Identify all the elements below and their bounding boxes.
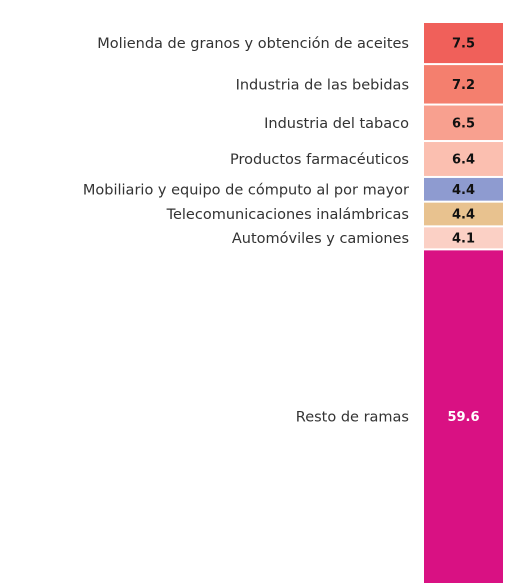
value-label: 4.4 <box>452 183 475 198</box>
value-label: 6.4 <box>452 152 475 167</box>
bar-segment <box>424 202 503 226</box>
bar-segment <box>424 23 503 64</box>
category-label: Molienda de granos y obtención de aceite… <box>97 36 409 52</box>
category-label: Industria del tabaco <box>264 116 409 132</box>
category-label: Automóviles y camiones <box>232 231 409 247</box>
value-label: 7.2 <box>452 78 475 93</box>
bar-segment <box>424 142 503 176</box>
value-label: 59.6 <box>447 410 479 425</box>
bar-segment <box>424 105 503 141</box>
value-label: 6.5 <box>452 116 475 131</box>
bar-segment <box>424 227 503 249</box>
bar-segment <box>424 250 503 583</box>
value-label: 4.1 <box>452 231 475 246</box>
value-label: 7.5 <box>452 37 475 52</box>
category-label: Industria de las bebidas <box>236 77 409 93</box>
bar-segment <box>424 65 503 104</box>
category-label: Mobiliario y equipo de cómputo al por ma… <box>83 182 409 198</box>
category-label: Resto de ramas <box>296 410 409 426</box>
value-label: 4.4 <box>452 208 475 223</box>
bar-segment <box>424 177 503 201</box>
category-label: Telecomunicaciones inalámbricas <box>166 207 409 223</box>
category-label: Productos farmacéuticos <box>230 152 409 168</box>
